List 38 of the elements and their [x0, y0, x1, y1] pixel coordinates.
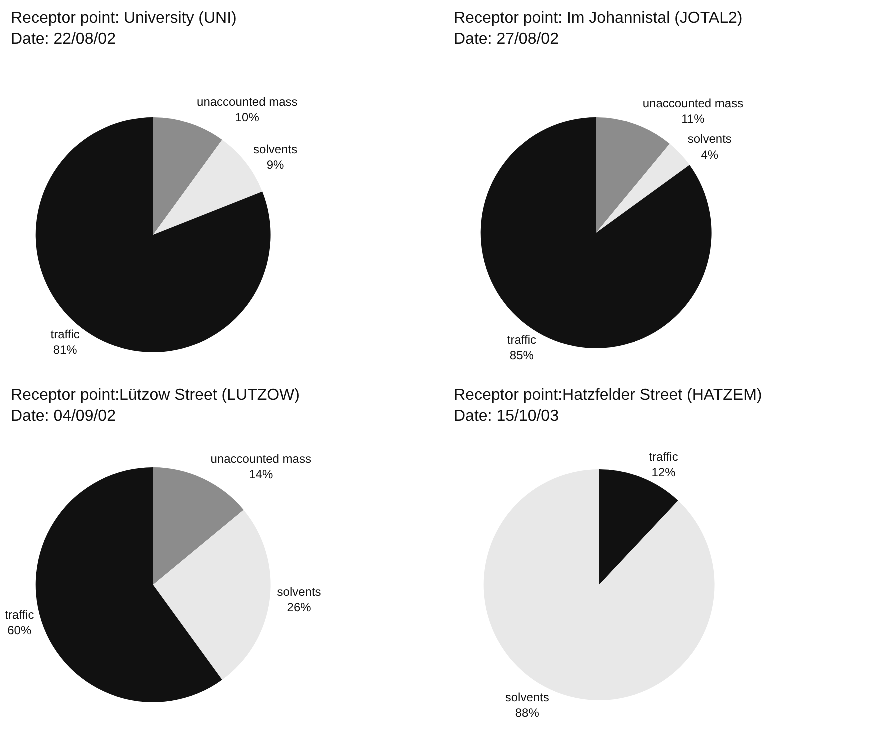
slice-label: unaccounted mass [197, 95, 298, 110]
chart-subtitle: Date: 22/08/02 [11, 30, 116, 48]
slice-label: traffic [507, 332, 536, 347]
pie-slice [484, 470, 715, 700]
chart-subtitle: Date: 15/10/03 [454, 408, 560, 425]
slice-label: traffic [5, 608, 34, 622]
data-label: 81% [53, 343, 78, 358]
slice-label: solvents [505, 690, 550, 704]
pie-slice [36, 468, 222, 702]
slice-label: traffic [50, 327, 80, 342]
pie-slice [153, 468, 244, 585]
data-label: 26% [287, 600, 312, 615]
data-label: 88% [515, 706, 540, 720]
slice-label: unaccounted mass [642, 96, 744, 110]
pie-slice [596, 144, 690, 233]
slice-label: solvents [277, 585, 322, 600]
data-label: 12% [652, 466, 676, 480]
chart-subtitle: Date: 04/09/02 [11, 408, 116, 425]
pie-slice [599, 470, 678, 585]
chart-title: Receptor point:Hatzfelder Street (HATZEM) [454, 387, 762, 404]
pie-slice [596, 118, 670, 233]
data-label: 60% [8, 624, 32, 638]
data-label: 4% [701, 148, 719, 162]
pie-slice [153, 510, 271, 680]
data-label: 9% [266, 158, 285, 172]
data-label: 11% [682, 112, 706, 126]
data-label: 10% [235, 110, 260, 125]
slice-label: solvents [254, 142, 298, 157]
data-label: 85% [510, 348, 534, 362]
chart-title: Receptor point: Im Johannistal (JOTAL2) [454, 10, 743, 27]
data-label: 14% [249, 467, 274, 482]
chart-title: Receptor point: University (UNI) [11, 10, 237, 27]
slice-label: traffic [649, 450, 678, 464]
chart-title: Receptor point:Lützow Street (LUTZOW) [11, 387, 300, 404]
slice-label: unaccounted mass [210, 452, 312, 466]
slice-label: solvents [688, 132, 732, 146]
chart-subtitle: Date: 27/08/02 [454, 30, 560, 48]
pie-slice [153, 118, 222, 235]
